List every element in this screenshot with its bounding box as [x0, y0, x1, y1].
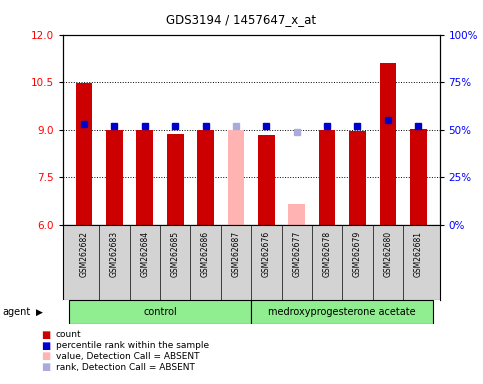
Bar [69, 300, 251, 324]
Text: ■: ■ [41, 341, 50, 351]
Bar [197, 130, 214, 225]
Text: ■: ■ [41, 351, 50, 361]
Bar [167, 134, 184, 225]
Text: count: count [56, 330, 81, 339]
Bar [76, 83, 92, 225]
Text: GSM262683: GSM262683 [110, 231, 119, 277]
Bar [349, 131, 366, 225]
Text: ■: ■ [41, 362, 50, 372]
Text: GDS3194 / 1457647_x_at: GDS3194 / 1457647_x_at [167, 13, 316, 26]
Text: medroxyprogesterone acetate: medroxyprogesterone acetate [269, 307, 416, 317]
Text: GSM262677: GSM262677 [292, 231, 301, 277]
Text: GSM262685: GSM262685 [170, 231, 180, 277]
Bar [106, 130, 123, 225]
Text: GSM262680: GSM262680 [384, 231, 392, 277]
Text: GSM262678: GSM262678 [323, 231, 332, 277]
Bar [319, 130, 336, 225]
Text: ■: ■ [41, 330, 50, 340]
Text: GSM262681: GSM262681 [414, 231, 423, 276]
Bar [251, 300, 433, 324]
Text: GSM262686: GSM262686 [201, 231, 210, 277]
Bar [410, 129, 426, 225]
Bar [137, 130, 153, 225]
Text: rank, Detection Call = ABSENT: rank, Detection Call = ABSENT [56, 362, 195, 372]
Text: GSM262684: GSM262684 [141, 231, 149, 277]
Text: GSM262679: GSM262679 [353, 231, 362, 277]
Text: value, Detection Call = ABSENT: value, Detection Call = ABSENT [56, 352, 199, 361]
Text: agent: agent [2, 307, 30, 317]
Text: control: control [143, 307, 177, 317]
Bar [288, 204, 305, 225]
Text: GSM262682: GSM262682 [80, 231, 88, 276]
Text: GSM262687: GSM262687 [231, 231, 241, 277]
Bar [258, 135, 275, 225]
Text: GSM262676: GSM262676 [262, 231, 271, 277]
Bar [227, 130, 244, 225]
Text: ▶: ▶ [36, 308, 43, 316]
Text: percentile rank within the sample: percentile rank within the sample [56, 341, 209, 350]
Bar [380, 63, 396, 225]
